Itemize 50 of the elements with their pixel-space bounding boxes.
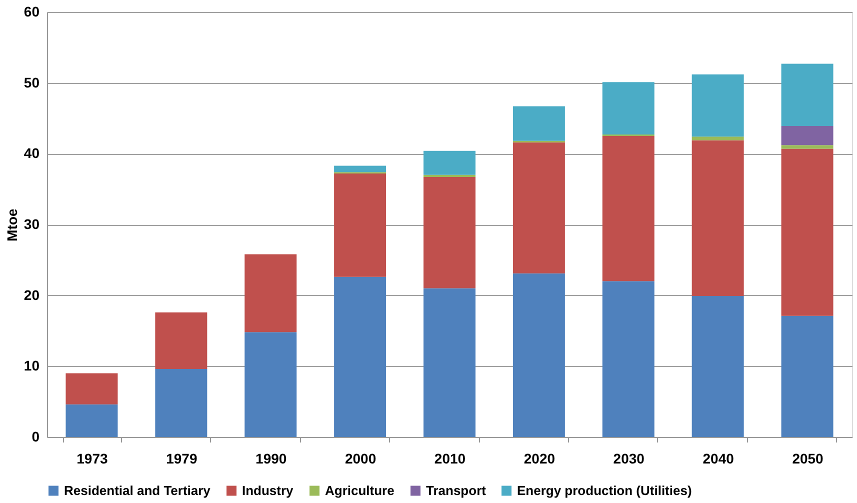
bar [155,312,208,369]
bar [781,64,834,126]
bar [692,74,744,137]
bar [692,136,744,140]
bar [155,369,208,437]
x-tick-label: 2030 [613,450,645,466]
bar [602,82,654,135]
bar [424,174,476,178]
bar [66,404,118,437]
bar [781,148,834,316]
bar [334,174,386,277]
bar [334,166,386,172]
legend-label: Agriculture [325,482,394,498]
y-tick-label: 60 [24,4,40,20]
bar [244,332,297,437]
y-axis-title: Mtoe [4,208,20,242]
y-tick-label: 40 [24,145,40,162]
y-tick-label: 0 [32,428,40,444]
legend-label: Energy production (Utilities) [517,482,692,498]
x-tick-label: 2010 [434,450,466,466]
bar [244,254,297,332]
bar [602,281,654,437]
x-tick-label: 2040 [702,450,734,466]
x-tick-label: 1990 [256,450,287,466]
y-tick-label: 20 [24,286,40,303]
x-tick-label: 2050 [792,450,824,466]
x-tick-label: 2000 [344,450,376,466]
bar [512,142,565,274]
y-tick-label: 30 [24,216,40,232]
y-tick-label: 50 [24,74,40,90]
bar [424,177,476,288]
bar [512,273,565,437]
bar [512,106,565,141]
bar [781,126,834,146]
bar [66,373,118,404]
bar [602,136,654,282]
x-tick-label: 2020 [524,450,556,466]
bar [781,316,834,437]
legend-label: Transport [426,482,487,498]
x-tick-label: 1973 [76,450,108,466]
legend-label: Residential and Tertiary [64,482,212,498]
bar [334,276,386,437]
bar [424,150,476,175]
x-tick-label: 1979 [166,450,198,466]
bar [692,140,744,296]
y-tick-label: 10 [24,358,40,374]
bar [781,145,834,149]
bar [424,288,476,437]
bar [692,296,744,437]
legend-label: Industry [242,482,294,498]
